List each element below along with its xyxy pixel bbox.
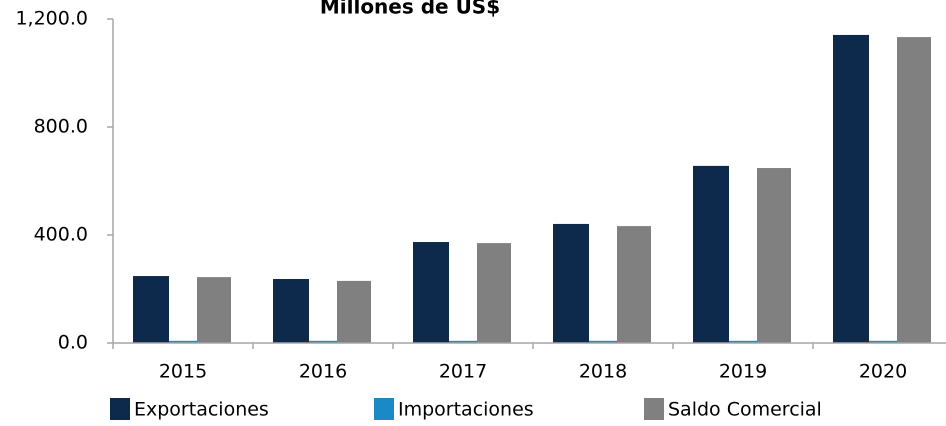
y-tick-label: 0.0 [58,332,88,354]
x-tick-label: 2018 [579,361,627,383]
bar [869,340,899,343]
legend-label: Importaciones [398,399,534,421]
chart-title: Millones de US$ [320,0,500,19]
y-tick-label: 1,200.0 [15,8,88,30]
bar [273,279,309,343]
x-tick-label: 2016 [299,361,347,383]
bar [477,243,511,343]
bar [309,340,339,343]
y-tick-label: 800.0 [34,116,88,138]
x-tick-label: 2019 [719,361,767,383]
x-tick-label: 2015 [159,361,207,383]
bar [169,340,199,343]
bar [449,340,479,343]
y-tick-label: 400.0 [34,224,88,246]
legend-swatch [644,398,664,420]
bar [757,168,791,343]
bar [553,223,589,343]
bar [693,165,729,343]
bar [729,340,759,343]
bar [589,340,619,343]
bar [337,280,371,343]
x-tick-label: 2020 [859,361,907,383]
x-tick-label: 2017 [439,361,487,383]
legend-swatch [374,398,394,420]
legend-label: Exportaciones [134,399,269,421]
bar [617,226,651,343]
legend-label: Saldo Comercial [668,399,822,421]
bar [897,37,931,344]
bar [197,277,231,343]
bar [413,242,449,343]
legend-swatch [110,398,130,420]
bar [133,276,169,343]
bar [833,34,869,344]
